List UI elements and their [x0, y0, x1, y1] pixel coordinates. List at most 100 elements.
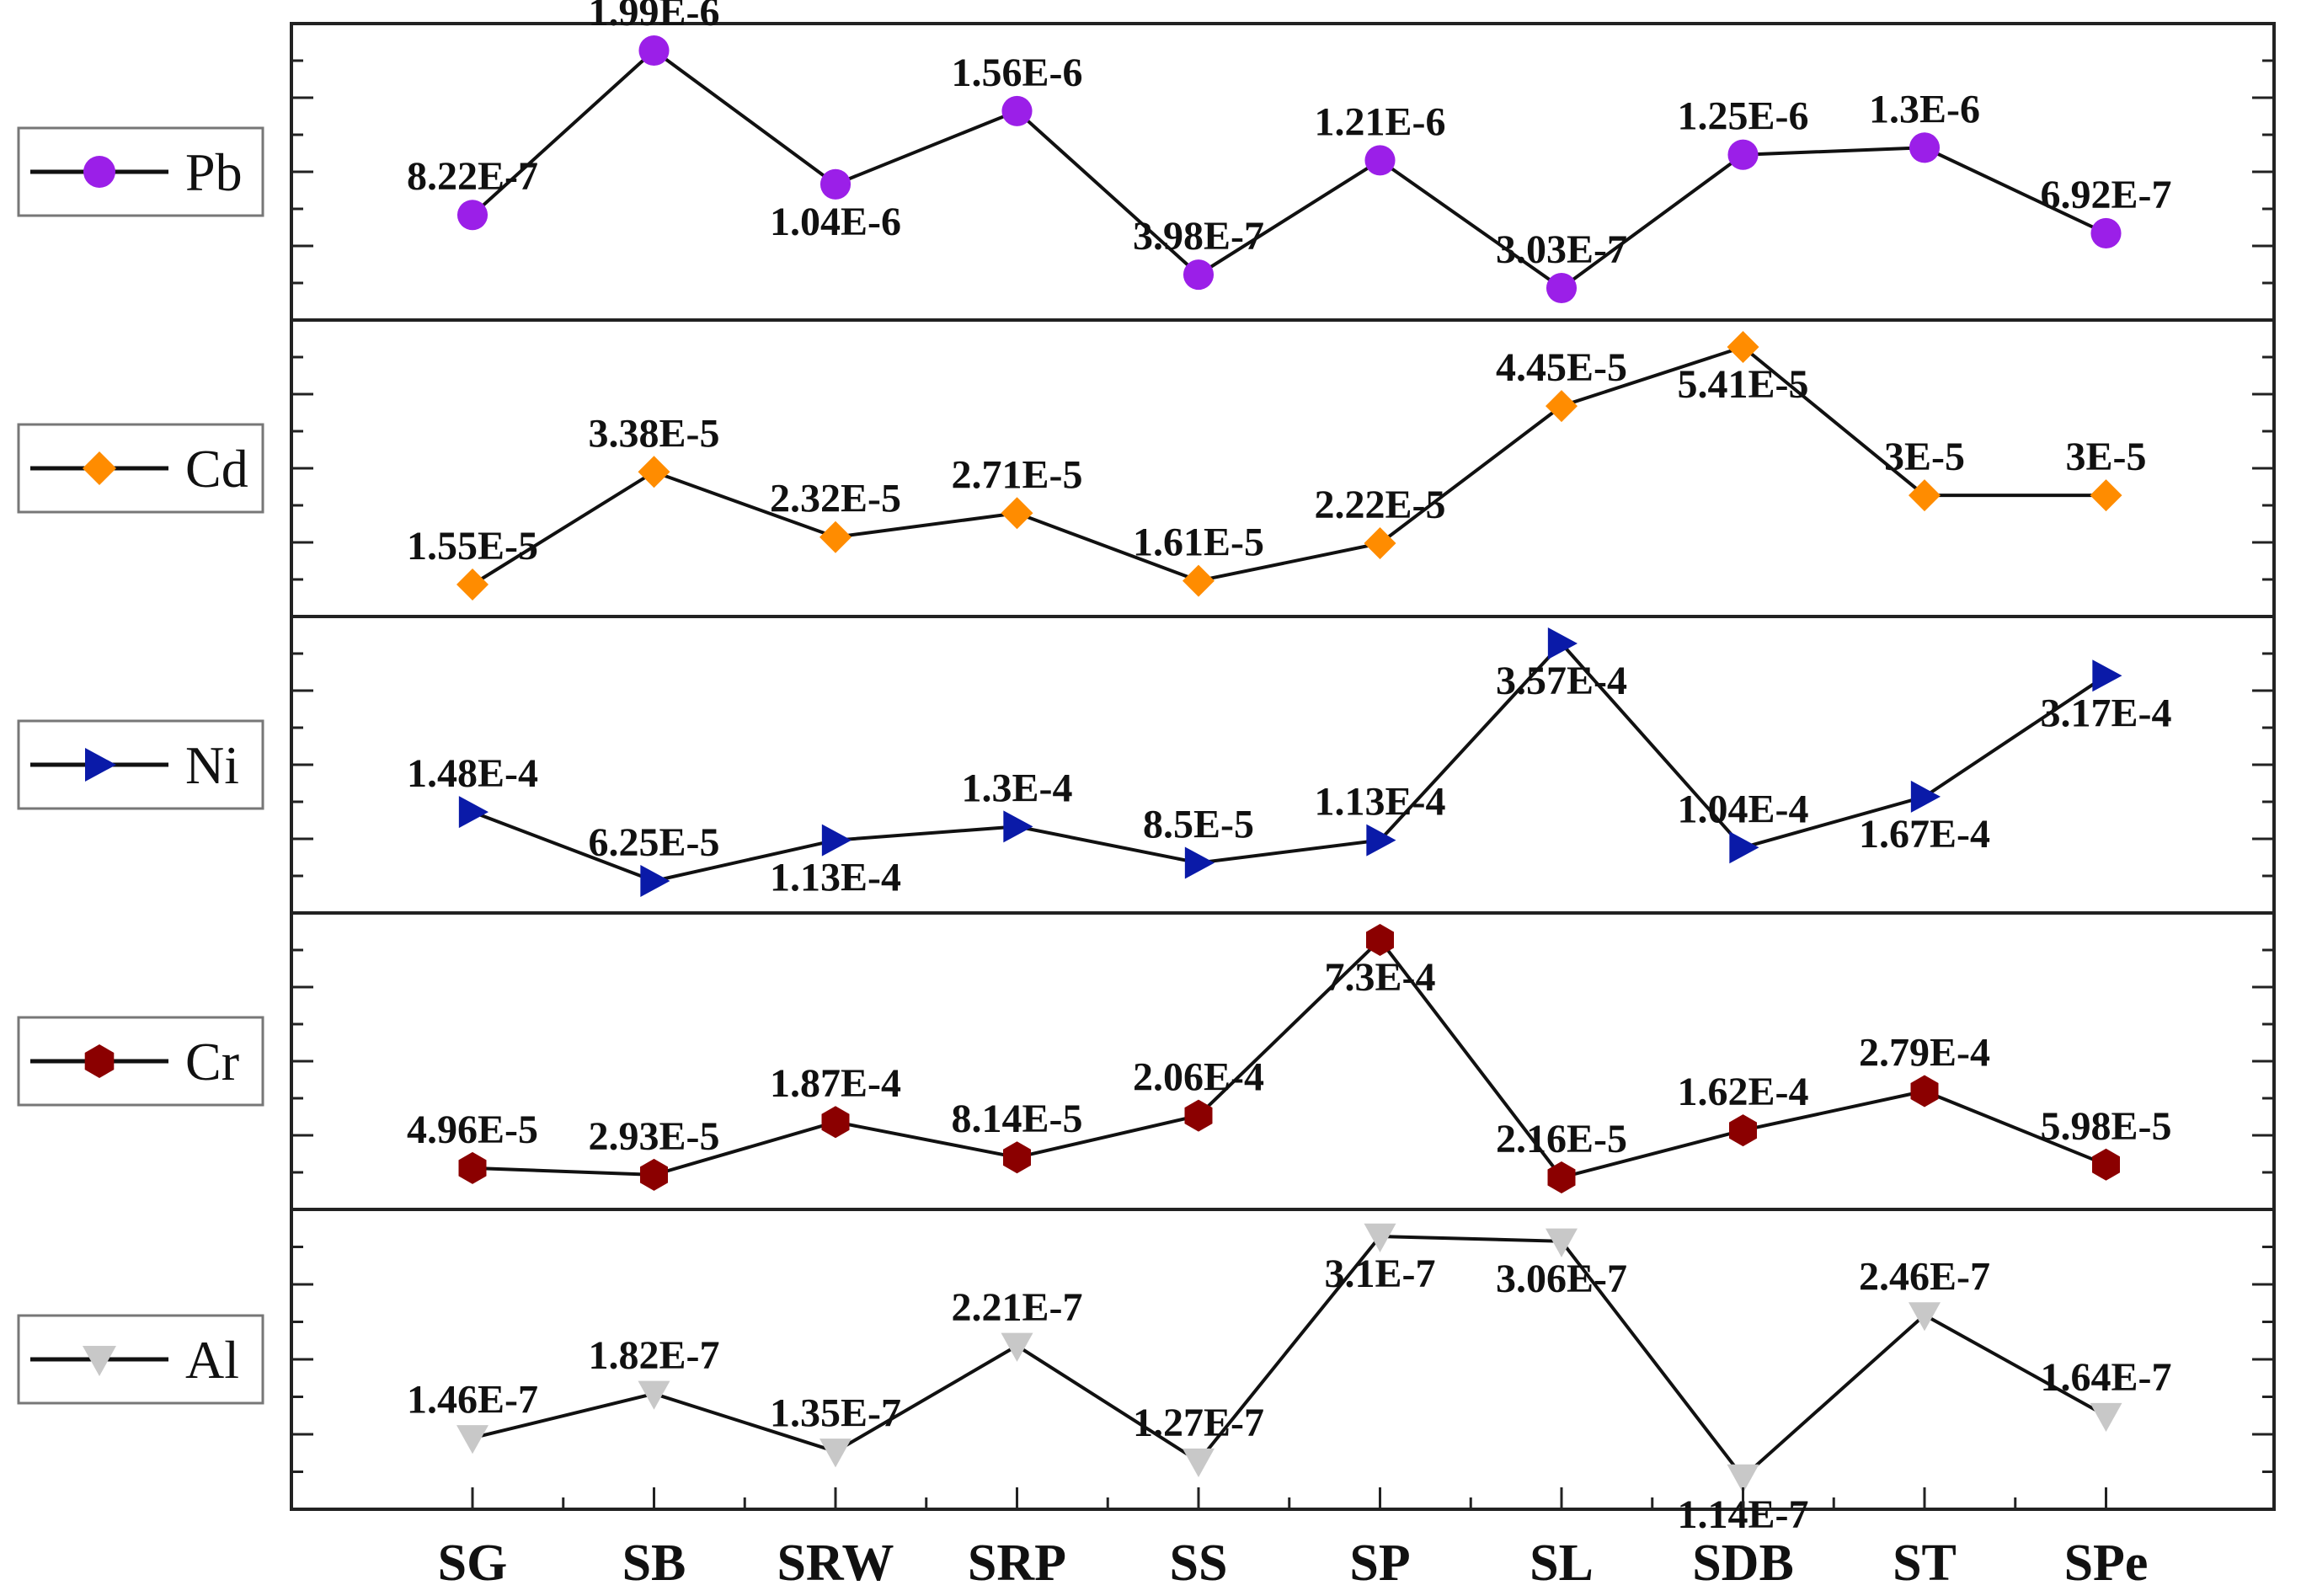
data-point-al: [1909, 1302, 1941, 1332]
legend-pb: Pb: [17, 126, 264, 217]
legend-ni: Ni: [17, 719, 264, 810]
data-label: 1.35E-7: [770, 1390, 901, 1435]
data-label: 1.04E-4: [1678, 787, 1809, 831]
data-label: 1.55E-5: [407, 524, 538, 568]
x-tick-label: SG: [438, 1535, 508, 1592]
data-point-pb: [638, 35, 670, 67]
x-tick-label: SRW: [777, 1535, 894, 1592]
data-label: 1.21E-6: [1315, 99, 1446, 144]
data-point-al: [819, 1439, 852, 1468]
data-label: 2.16E-5: [1496, 1117, 1627, 1161]
legend-label: Ni: [185, 735, 239, 795]
legend-al: Al: [17, 1314, 264, 1405]
x-tick-label: SL: [1530, 1535, 1594, 1592]
data-point-cd: [819, 520, 852, 553]
panel-frame: [290, 615, 2276, 915]
data-point-pb: [2090, 217, 2122, 249]
data-point-pb: [1364, 145, 1396, 176]
data-point-cr: [458, 1151, 487, 1184]
data-point-ni: [640, 865, 670, 897]
data-label: 1.67E-4: [1859, 812, 1990, 857]
data-label: 3E-5: [1884, 435, 1965, 479]
data-point-ni: [1003, 810, 1033, 843]
data-label: 1.48E-4: [407, 751, 538, 796]
data-point-cd: [2090, 479, 2122, 512]
data-point-cd: [1909, 479, 1941, 512]
x-tick-label: ST: [1893, 1535, 1957, 1592]
data-label: 3.03E-7: [1496, 227, 1627, 272]
data-point-cr: [821, 1106, 850, 1139]
data-point-cd: [1546, 390, 1578, 423]
data-label: 3.98E-7: [1133, 214, 1264, 259]
data-label: 2.32E-5: [770, 477, 901, 521]
legend-marker: [83, 1346, 116, 1376]
legend-label: Cd: [185, 439, 248, 499]
data-point-pb: [819, 168, 852, 200]
data-label: 1.25E-6: [1678, 94, 1809, 139]
legend-marker: [83, 451, 116, 485]
legend-marker: [84, 1044, 115, 1078]
legend-label: Al: [185, 1330, 239, 1390]
data-label: 1.82E-7: [589, 1333, 720, 1378]
data-label: 1.13E-4: [770, 856, 901, 900]
data-point-pb: [1001, 95, 1033, 126]
data-point-ni: [1366, 824, 1396, 857]
data-label: 2.46E-7: [1859, 1254, 1990, 1299]
data-label: 5.98E-5: [2041, 1104, 2172, 1149]
data-point-cd: [638, 456, 670, 488]
data-label: 1.3E-4: [962, 766, 1073, 810]
data-label: 2.21E-7: [952, 1285, 1083, 1330]
data-label: 2.79E-4: [1859, 1031, 1990, 1076]
legend-marker: [83, 156, 115, 188]
data-label: 6.25E-5: [589, 820, 720, 865]
data-label: 2.93E-5: [589, 1114, 720, 1159]
data-point-ni: [821, 824, 852, 857]
data-point-cr: [1910, 1075, 1939, 1108]
data-label: 1.61E-5: [1133, 520, 1264, 565]
series-line-cr: [472, 937, 2107, 1180]
data-point-cr: [1547, 1161, 1576, 1193]
legend-label: Pb: [185, 142, 243, 202]
data-point-cr: [1729, 1114, 1757, 1147]
data-label: 4.45E-5: [1496, 345, 1627, 390]
legend-label: Cr: [185, 1032, 239, 1092]
legend-cr: Cr: [17, 1016, 264, 1107]
data-point-al: [2090, 1402, 2122, 1433]
data-label: 1.99E-6: [589, 0, 720, 35]
legend-cd: Cd: [17, 423, 264, 514]
x-tick-label: SP: [1349, 1535, 1410, 1592]
data-label: 1.56E-6: [952, 51, 1083, 95]
data-point-cd: [1001, 497, 1033, 530]
data-point-pb: [1909, 132, 1941, 163]
series-line-cd: [471, 344, 2106, 586]
series-line-ni: [472, 641, 2107, 883]
data-point-al: [638, 1380, 670, 1410]
data-point-cd: [1364, 527, 1396, 560]
series-line-al: [472, 1234, 2107, 1480]
data-point-cr: [1184, 1099, 1213, 1132]
data-label: 1.46E-7: [407, 1377, 538, 1422]
data-label: 7.3E-4: [1325, 955, 1436, 1000]
data-point-pb: [456, 200, 488, 231]
data-label: 3.06E-7: [1496, 1257, 1627, 1301]
panel-cr: 4.96E-5 2.93E-5 1.87E-4 8.14E-5 2.06E-4 7.3E-…: [290, 911, 2276, 1211]
data-point-ni: [1910, 780, 1941, 813]
panel-ni: 1.48E-4 6.25E-5 1.13E-4 1.3E-4 8.5E-5 1.13E-4…: [290, 615, 2276, 915]
data-label: 1.87E-4: [770, 1061, 901, 1106]
data-label: 1.3E-6: [1869, 87, 1980, 131]
data-point-ni: [1547, 627, 1578, 659]
x-tick-label: SB: [622, 1535, 686, 1592]
x-tick-label: SDB: [1692, 1535, 1794, 1592]
data-label: 1.64E-7: [2041, 1355, 2172, 1400]
data-label: 2.71E-5: [952, 452, 1083, 497]
data-point-pb: [1727, 139, 1759, 170]
data-point-pb: [1546, 272, 1578, 304]
data-point-al: [1001, 1332, 1033, 1362]
series-line-pb: [471, 48, 2107, 291]
data-label: 8.14E-5: [952, 1097, 1083, 1141]
x-tick-label: SPe: [2064, 1535, 2149, 1592]
data-point-al: [456, 1425, 488, 1455]
data-label: 8.5E-5: [1143, 802, 1254, 846]
data-point-al: [1727, 1464, 1759, 1493]
legend-marker: [85, 748, 116, 782]
